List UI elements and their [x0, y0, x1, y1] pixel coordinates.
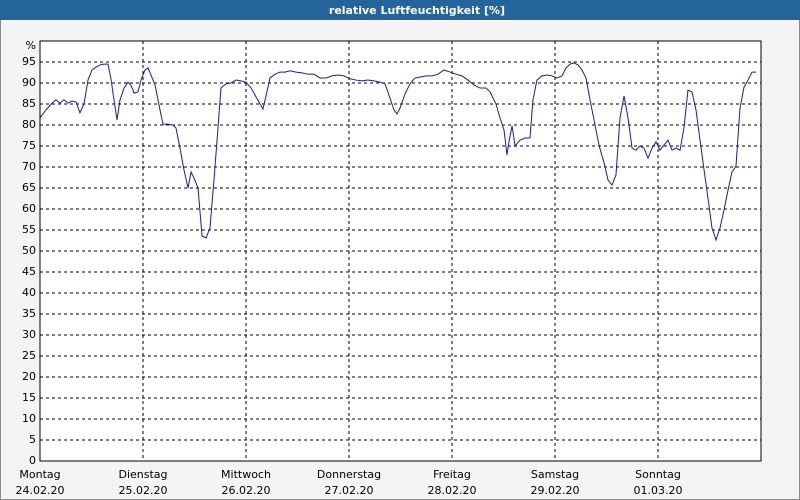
y-tick-label: 70 — [22, 160, 36, 173]
plot-border — [39, 40, 762, 462]
y-tick-label: 75 — [22, 139, 36, 152]
x-tick-date: 01.03.20 — [634, 484, 683, 497]
y-tick-label: 95 — [22, 55, 36, 68]
x-tick-date: 28.02.20 — [428, 484, 477, 497]
y-tick-label: 65 — [22, 181, 36, 194]
data-line — [39, 62, 756, 242]
y-tick-label: 15 — [22, 391, 36, 404]
y-tick-label: 60 — [22, 202, 36, 215]
x-tick-label: Mittwoch — [221, 468, 271, 481]
x-tick-label: Samstag — [531, 468, 579, 481]
x-tick-label: Dienstag — [118, 468, 167, 481]
y-tick-label: 35 — [22, 307, 36, 320]
y-tick-label: 55 — [22, 223, 36, 236]
y-tick-label: 0 — [29, 454, 36, 467]
y-tick-label: 50 — [22, 244, 36, 257]
x-tick-label: Sonntag — [635, 468, 681, 481]
y-unit: % — [26, 39, 36, 52]
chart-title: relative Luftfeuchtigkeit [%] — [329, 4, 505, 17]
x-tick-date: 26.02.20 — [222, 484, 271, 497]
x-tick-label: Donnerstag — [317, 468, 381, 481]
x-tick-date: 27.02.20 — [325, 484, 374, 497]
y-tick-label: 45 — [22, 265, 36, 278]
x-tick-label: Freitag — [433, 468, 471, 481]
y-tick-label: 5 — [29, 433, 36, 446]
x-tick-date: 25.02.20 — [119, 484, 168, 497]
y-tick-label: 40 — [22, 286, 36, 299]
title-bar — [0, 0, 800, 20]
y-tick-label: 80 — [22, 118, 36, 131]
x-tick-date: 29.02.20 — [531, 484, 580, 497]
y-tick-label: 10 — [22, 412, 36, 425]
y-tick-label: 85 — [22, 97, 36, 110]
x-tick-date: 24.02.20 — [16, 484, 65, 497]
y-tick-label: 25 — [22, 349, 36, 362]
y-tick-label: 20 — [22, 370, 36, 383]
y-tick-label: 30 — [22, 328, 36, 341]
y-tick-label: 90 — [22, 76, 36, 89]
x-tick-label: Montag — [19, 468, 60, 481]
